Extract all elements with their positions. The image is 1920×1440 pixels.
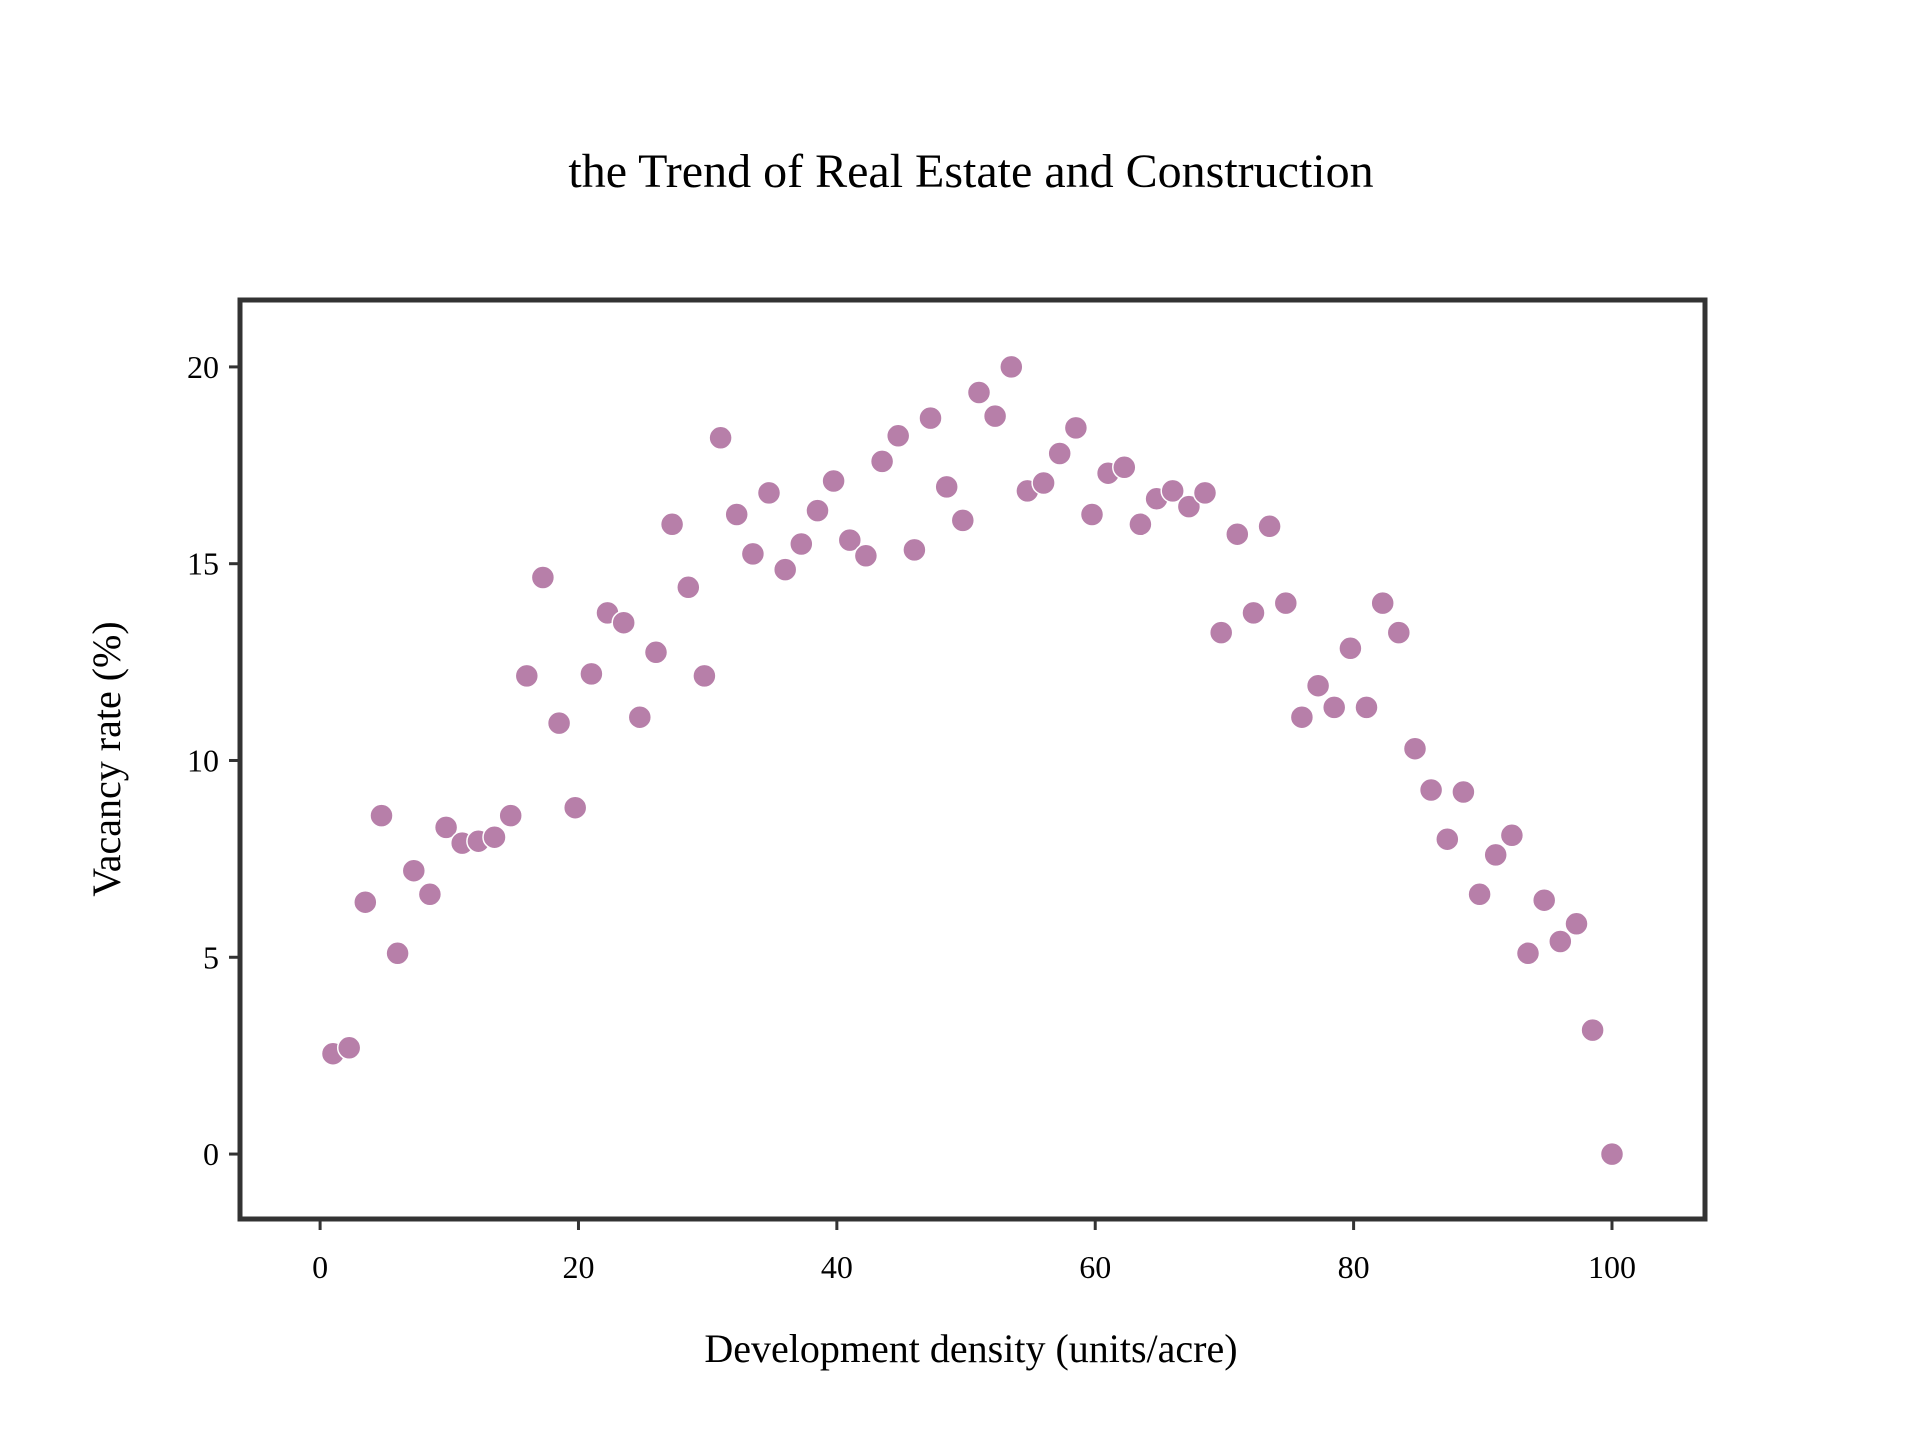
scatter-point (821, 468, 846, 494)
scatter-point (433, 815, 459, 840)
scatter-point (546, 710, 572, 736)
scatter-point (1208, 620, 1234, 645)
y-tick-label: 0 (203, 1136, 219, 1172)
scatter-point (837, 527, 863, 553)
scatter-point (982, 403, 1008, 429)
scatter-point (1031, 470, 1056, 496)
scatter-point (1176, 494, 1202, 519)
scatter-point (530, 565, 556, 590)
x-tick-label: 80 (1338, 1249, 1370, 1285)
scatter-point (385, 941, 410, 966)
scatter-point (1499, 823, 1525, 848)
scatter-point (1467, 882, 1492, 907)
scatter-point (562, 795, 588, 820)
scatter-point (1580, 1017, 1605, 1043)
scatter-point (740, 541, 766, 567)
scatter-point (724, 502, 749, 527)
scatter-point (999, 354, 1024, 380)
x-tick-label: 20 (562, 1249, 594, 1285)
scatter-point (1338, 636, 1363, 661)
scatter-point (950, 508, 976, 533)
scatter-point (498, 803, 523, 828)
plot-frame (237, 297, 1708, 1222)
x-axis-label: Development density (units/acre) (704, 1326, 1237, 1371)
scatter-point (772, 557, 798, 582)
scatter-point (336, 1035, 362, 1061)
scatter-point (353, 889, 378, 915)
scatter-point (611, 610, 636, 635)
scatter-point (579, 661, 604, 687)
y-tick-label: 20 (187, 349, 219, 385)
scatter-point (902, 537, 927, 563)
scatter-point (1305, 673, 1331, 698)
scatter-point (789, 531, 814, 557)
scatter-point (1599, 1141, 1625, 1167)
scatter-point (1257, 514, 1282, 539)
scatter-point (643, 640, 669, 665)
scatter-point (1241, 600, 1266, 626)
scatter-point (756, 480, 782, 506)
scatter-point (417, 882, 443, 907)
scatter-point (1451, 779, 1476, 805)
scatter-point (659, 512, 685, 537)
x-tick-label: 40 (821, 1249, 853, 1285)
y-axis: 0 5 10 15 20 (187, 349, 240, 1172)
scatter-point (708, 425, 733, 451)
scatter-point (1047, 441, 1072, 466)
x-tick-label: 60 (1079, 1249, 1111, 1285)
scatter-point (1418, 777, 1444, 803)
scatter-point (1063, 415, 1089, 441)
scatter-point (853, 543, 879, 569)
scatter-point (1531, 887, 1557, 913)
scatter-point (1515, 941, 1541, 966)
y-axis-label: Vacancy rate (%) (84, 621, 129, 896)
scatter-point (1483, 842, 1508, 868)
scatter-point (627, 704, 653, 730)
scatter-point (1548, 929, 1573, 954)
scatter-point (918, 405, 943, 431)
scatter-point (1225, 521, 1250, 547)
scatter-point (1273, 590, 1299, 616)
x-tick-label: 100 (1588, 1249, 1636, 1285)
scatter-point (966, 380, 992, 405)
scatter-point (1370, 590, 1395, 616)
scatter-point (1128, 512, 1153, 537)
scatter-point (676, 575, 701, 600)
scatter-point (1160, 478, 1185, 504)
y-tick-label: 5 (203, 939, 219, 975)
y-tick-label: 10 (187, 742, 219, 778)
scatter-point (1402, 736, 1428, 761)
scatter-point (1321, 695, 1347, 720)
scatter-point (401, 858, 427, 883)
scatter-point (1289, 704, 1315, 730)
scatter-point (805, 498, 830, 523)
scatter-point (1564, 911, 1589, 937)
scatter-point (692, 663, 717, 689)
scatter-point (369, 803, 394, 828)
scatter-point (1079, 502, 1105, 527)
scatter-point (885, 423, 911, 449)
scatter-point (1386, 620, 1412, 645)
scatter-point (869, 449, 895, 474)
scatter-point (1192, 480, 1218, 506)
x-axis: 0 20 40 60 80 100 (312, 1219, 1636, 1285)
chart-title: the Trend of Real Estate and Constructio… (568, 145, 1373, 198)
scatter-point (482, 824, 507, 850)
scatter-point (1354, 695, 1379, 720)
scatter-point (1112, 455, 1137, 480)
marks-layer (320, 354, 1625, 1167)
y-tick-label: 15 (187, 546, 219, 582)
scatter-point (934, 474, 959, 500)
scatter-point (1435, 826, 1460, 852)
x-tick-label: 0 (312, 1249, 328, 1285)
scatter-point (514, 663, 540, 689)
